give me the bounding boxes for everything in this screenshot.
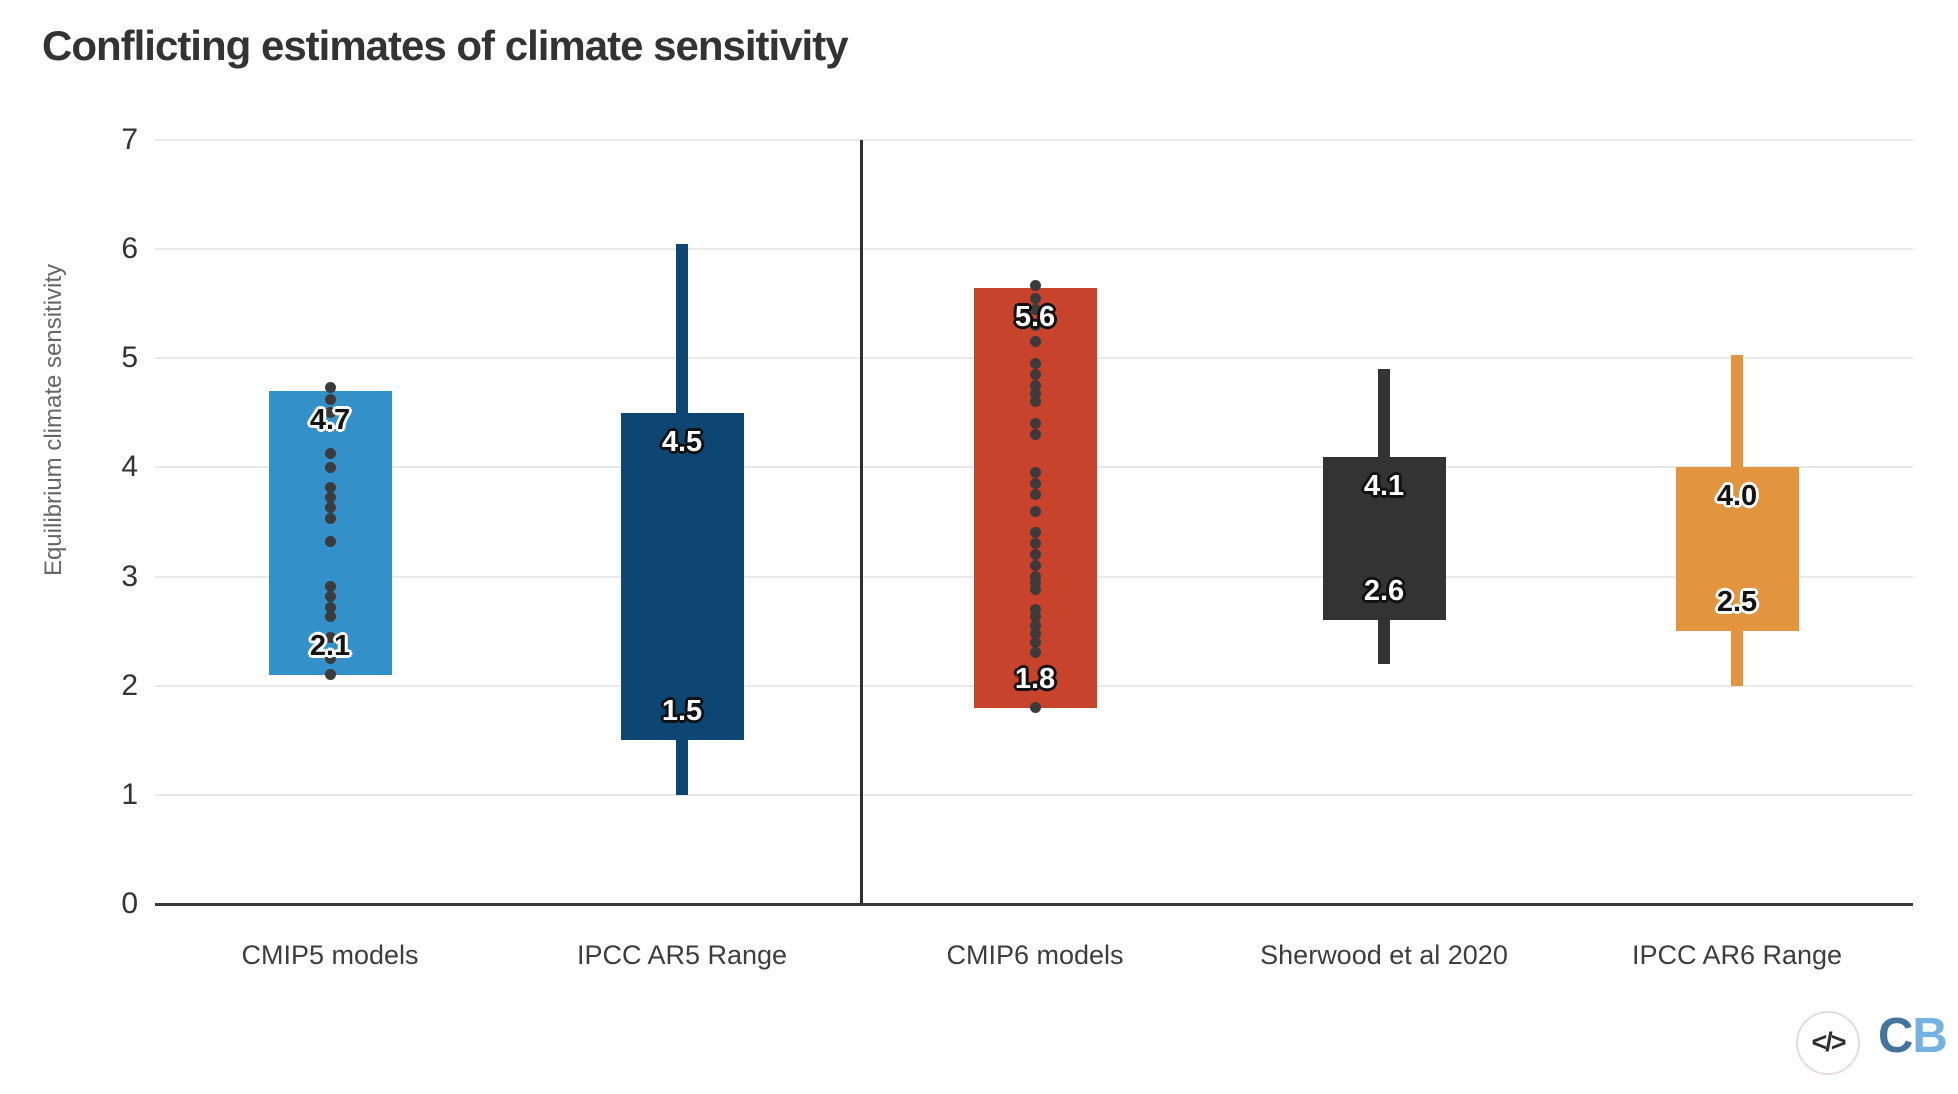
value-label-high-sherwood-et-al-2020: 4.1 — [1363, 469, 1405, 502]
x-category-label-ipcc-ar5-range: IPCC AR5 Range — [576, 940, 788, 970]
code-icon-glyph: </> — [1811, 1026, 1846, 1057]
data-point-cmip5-models-2 — [324, 407, 336, 419]
data-point-cmip5-models-6 — [324, 492, 336, 504]
value-label-high-cmip6-models: 5.6 — [1014, 301, 1056, 334]
box-ipcc-ar5-range — [620, 412, 744, 741]
y-tick-label-5: 5 — [121, 341, 138, 375]
series-group-divider — [859, 140, 863, 904]
y-tick-label-6: 6 — [121, 232, 138, 266]
data-point-cmip6-models-14 — [1029, 489, 1041, 501]
data-point-cmip6-models-2 — [1029, 303, 1041, 315]
data-point-cmip5-models-14 — [324, 632, 336, 644]
data-point-cmip6-models-24 — [1029, 611, 1041, 623]
y-tick-label-0: 0 — [121, 887, 138, 920]
box-cmip5-models — [268, 391, 392, 675]
data-point-cmip6-models-13 — [1029, 478, 1041, 490]
data-point-cmip6-models-0 — [1029, 279, 1041, 291]
logo-letter-c: C — [1878, 1009, 1913, 1063]
data-point-cmip5-models-15 — [324, 652, 336, 664]
box-sherwood-et-al-2020 — [1322, 456, 1446, 621]
data-point-cmip6-models-5 — [1029, 358, 1041, 370]
data-point-cmip5-models-13 — [324, 611, 336, 623]
data-point-cmip5-models-0 — [324, 382, 336, 394]
data-point-cmip6-models-3 — [1029, 320, 1041, 332]
data-point-cmip5-models-4 — [324, 461, 336, 473]
data-point-cmip6-models-10 — [1029, 418, 1041, 430]
data-point-cmip6-models-22 — [1029, 584, 1041, 596]
data-point-cmip6-models-23 — [1029, 603, 1041, 615]
data-point-cmip6-models-26 — [1029, 627, 1041, 639]
data-point-cmip6-models-17 — [1029, 538, 1041, 550]
y-axis-title: Equilibrium climate sensitivity — [40, 263, 67, 577]
chart-title: Conflicting estimates of climate sensiti… — [42, 22, 849, 69]
data-point-cmip5-models-8 — [324, 513, 336, 525]
box-ipcc-ar6-range — [1675, 467, 1799, 632]
value-label-high-ipcc-ar6-range: 4.0 — [1716, 480, 1758, 513]
x-category-label-cmip6-models: CMIP6 models — [946, 940, 1124, 970]
data-point-cmip6-models-12 — [1029, 467, 1041, 479]
data-point-cmip5-models-16 — [324, 669, 336, 681]
data-point-cmip6-models-29 — [1029, 702, 1041, 714]
x-category-label-cmip5-models: CMIP5 models — [241, 940, 419, 970]
data-point-cmip5-models-3 — [324, 447, 336, 459]
gridline-7 — [155, 139, 1913, 141]
y-tick-label-3: 3 — [121, 559, 138, 593]
data-point-cmip5-models-1 — [324, 394, 336, 406]
data-point-cmip6-models-8 — [1029, 387, 1041, 399]
data-point-cmip6-models-19 — [1029, 560, 1041, 572]
data-point-cmip5-models-12 — [324, 601, 336, 613]
carbonbrief-logo[interactable]: CB — [1878, 1008, 1948, 1064]
value-label-low-cmip6-models: 1.8 — [1014, 662, 1056, 695]
code-embed-icon[interactable]: </> — [1796, 1011, 1860, 1075]
y-tick-label-4: 4 — [121, 450, 138, 484]
data-point-cmip6-models-16 — [1029, 527, 1041, 539]
y-tick-label-2: 2 — [121, 668, 138, 702]
data-point-cmip6-models-9 — [1029, 396, 1041, 408]
data-point-cmip5-models-9 — [324, 536, 336, 548]
data-point-cmip6-models-21 — [1029, 576, 1041, 588]
y-tick-label-1: 1 — [121, 777, 138, 811]
y-tick-label-7: 7 — [121, 123, 138, 156]
data-point-cmip6-models-7 — [1029, 380, 1041, 392]
data-point-cmip6-models-27 — [1029, 636, 1041, 648]
data-point-cmip5-models-5 — [324, 481, 336, 493]
value-label-high-cmip5-models: 4.7 — [309, 404, 351, 437]
data-point-cmip5-models-11 — [324, 590, 336, 602]
data-point-cmip6-models-28 — [1029, 647, 1041, 659]
data-point-cmip6-models-6 — [1029, 369, 1041, 381]
data-point-cmip6-models-4 — [1029, 336, 1041, 348]
gridline-6 — [155, 248, 1913, 251]
x-axis-line — [155, 902, 1913, 906]
value-label-low-cmip5-models: 2.1 — [309, 629, 351, 662]
x-category-label-sherwood-et-al-2020: Sherwood et al 2020 — [1260, 940, 1508, 970]
data-point-cmip5-models-10 — [324, 580, 336, 592]
logo-letter-b: B — [1912, 1009, 1947, 1063]
data-point-cmip5-models-7 — [324, 502, 336, 514]
value-label-high-ipcc-ar5-range: 4.5 — [661, 425, 703, 458]
x-category-label-ipcc-ar6-range: IPCC AR6 Range — [1631, 940, 1843, 970]
data-point-cmip6-models-25 — [1029, 620, 1041, 632]
value-label-low-ipcc-ar6-range: 2.5 — [1716, 586, 1758, 619]
value-label-low-ipcc-ar5-range: 1.5 — [661, 695, 703, 728]
data-point-cmip6-models-18 — [1029, 549, 1041, 561]
value-label-low-sherwood-et-al-2020: 2.6 — [1363, 575, 1405, 608]
data-point-cmip6-models-15 — [1029, 505, 1041, 517]
gridline-1 — [155, 793, 1913, 796]
data-point-cmip6-models-1 — [1029, 292, 1041, 304]
data-point-cmip6-models-11 — [1029, 429, 1041, 441]
